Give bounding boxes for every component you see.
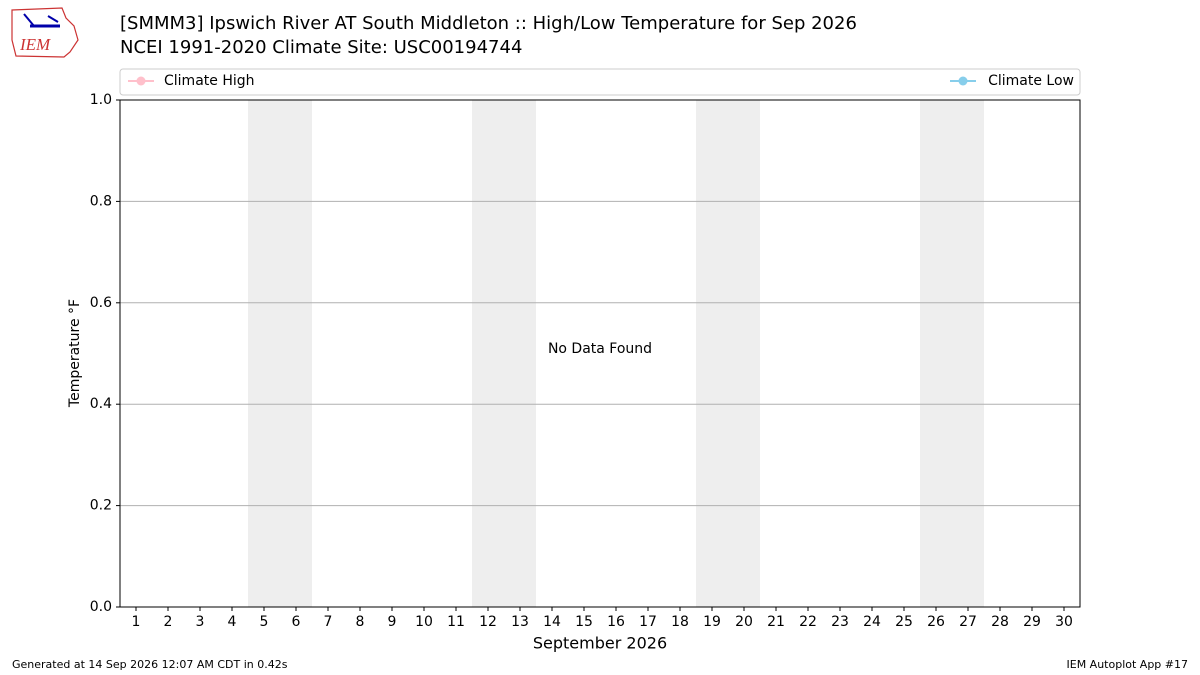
x-tick-label: 5 [260,614,269,630]
weekend-shade [696,100,760,607]
y-tick-label: 0.2 [90,498,112,514]
plot-frame [119,99,1081,608]
logo-icon [47,15,59,23]
weekend-shade [472,100,536,607]
x-tick-label: 12 [479,614,497,630]
x-axis-label: September 2026 [533,634,667,653]
x-tick-label: 18 [671,614,689,630]
x-tick-label: 2 [164,614,173,630]
x-tick-label: 3 [196,614,205,630]
legend-label: Climate High [164,73,255,89]
x-tick-label: 29 [1023,614,1041,630]
y-tick-label: 0.8 [90,193,112,209]
logo: IEM [11,7,79,58]
footer-right: IEM Autoplot App #17 [1067,658,1189,671]
x-tick-label: 4 [228,614,237,630]
x-tick-label: 21 [767,614,785,630]
y-tick-label: 1.0 [90,92,112,108]
y-tick-label: 0.0 [90,599,112,615]
footer-left: Generated at 14 Sep 2026 12:07 AM CDT in… [12,658,288,671]
x-tick-label: 13 [511,614,529,630]
chart-subtitle: NCEI 1991-2020 Climate Site: USC00194744 [120,37,522,58]
y-tick-label: 0.6 [90,295,112,311]
legend-marker [136,76,146,86]
y-tick-label: 0.4 [90,396,112,412]
x-tick-label: 27 [959,614,977,630]
x-tick-label: 24 [863,614,881,630]
x-tick-label: 25 [895,614,913,630]
legend-marker [958,76,968,86]
annotation: No Data Found [548,341,652,357]
logo-text: IEM [19,35,51,54]
x-tick-label: 16 [607,614,625,630]
x-tick-label: 11 [447,614,465,630]
chart-title: [SMMM3] Ipswich River AT South Middleton… [120,13,857,34]
x-tick-label: 30 [1055,614,1073,630]
x-tick-label: 1 [132,614,141,630]
weekend-shade [248,100,312,607]
logo-icon [23,13,35,27]
x-tick-label: 9 [388,614,397,630]
x-tick-label: 23 [831,614,849,630]
x-tick-label: 14 [543,614,561,630]
x-tick-label: 7 [324,614,333,630]
x-tick-label: 26 [927,614,945,630]
x-tick-label: 20 [735,614,753,630]
y-axis-label: Temperature °F [67,299,83,408]
legend-label: Climate Low [988,73,1074,89]
x-tick-label: 19 [703,614,721,630]
x-tick-label: 15 [575,614,593,630]
x-tick-label: 6 [292,614,301,630]
x-tick-label: 10 [415,614,433,630]
x-tick-label: 8 [356,614,365,630]
x-tick-label: 17 [639,614,657,630]
legend [119,68,1081,96]
x-tick-label: 22 [799,614,817,630]
x-tick-label: 28 [991,614,1009,630]
weekend-shade [920,100,984,607]
